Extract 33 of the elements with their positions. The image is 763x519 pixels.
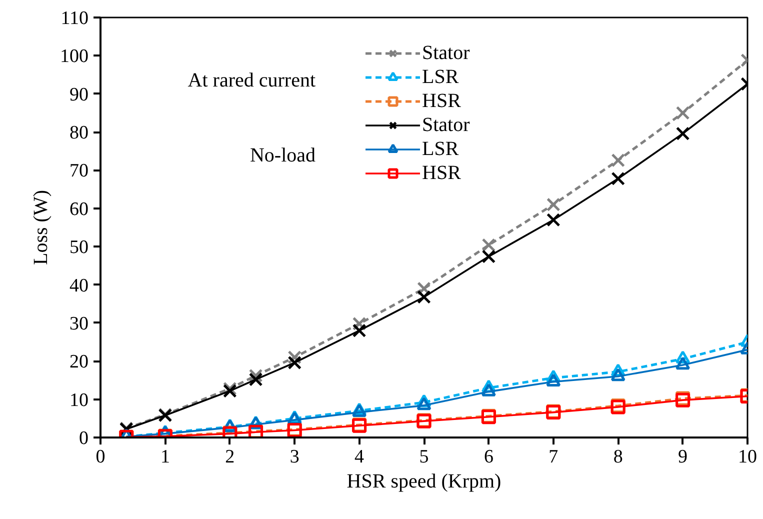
- y-tick-label: 0: [79, 428, 88, 449]
- y-tick-label: 40: [70, 275, 88, 296]
- legend-label: HSR: [422, 89, 461, 113]
- y-tick-label: 110: [60, 8, 88, 29]
- x-tick-label: 2: [225, 446, 235, 468]
- y-tick-label: 30: [70, 313, 88, 334]
- legend-label: Stator: [422, 41, 470, 65]
- x-axis-title: HSR speed (Krpm): [346, 470, 502, 492]
- y-tick-label: 90: [70, 84, 88, 106]
- y-axis-title: Loss (W): [30, 190, 52, 265]
- x-tick-label: 10: [738, 446, 757, 468]
- legend-label: Stator: [422, 113, 470, 137]
- legend-label: LSR: [422, 65, 459, 89]
- y-tick-label: 20: [70, 352, 88, 373]
- annotation: No-load: [250, 144, 316, 166]
- y-tick-label: 60: [70, 198, 88, 220]
- x-tick-label: 5: [419, 446, 429, 468]
- x-tick-label: 3: [290, 446, 300, 468]
- legend-label: LSR: [422, 137, 459, 161]
- x-tick-label: 7: [548, 446, 558, 468]
- annotation: At rared current: [188, 70, 316, 92]
- x-tick-label: 9: [678, 446, 688, 468]
- x-tick-label: 6: [484, 446, 494, 468]
- y-tick-label: 50: [70, 237, 88, 258]
- y-tick-label: 80: [70, 122, 88, 144]
- x-tick-label: 8: [613, 446, 623, 468]
- y-tick-label: 10: [70, 390, 88, 411]
- x-tick-label: 1: [160, 446, 170, 468]
- x-tick-label: 4: [354, 446, 365, 468]
- x-tick-label: 0: [96, 446, 106, 468]
- legend-label: HSR: [422, 161, 461, 185]
- y-tick-label: 70: [70, 160, 88, 182]
- y-tick-label: 100: [60, 46, 88, 68]
